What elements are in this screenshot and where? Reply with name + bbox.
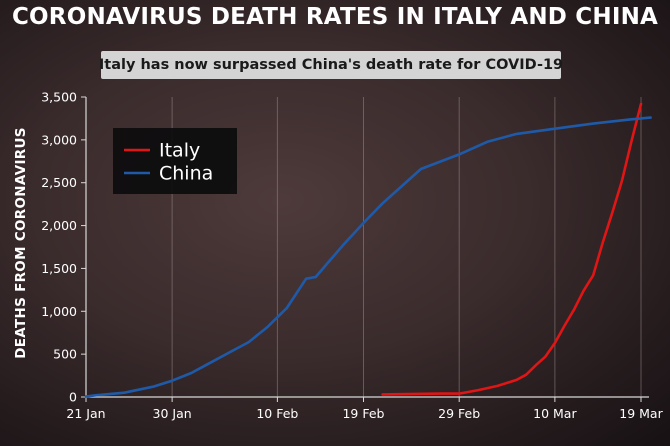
series-line-italy: [381, 102, 643, 396]
axes: [81, 96, 649, 402]
series-lines: [84, 102, 652, 398]
y-tick-label: 3,000: [41, 132, 77, 147]
series-line-china: [84, 116, 652, 398]
chart-subtitle: Italy has now surpassed China's death ra…: [98, 57, 564, 73]
x-tick-label: 19 Feb: [342, 406, 384, 421]
legend-label-italy: Italy: [159, 140, 200, 162]
y-tick-label: 500: [53, 347, 77, 362]
x-tick-label: 29 Feb: [438, 406, 480, 421]
gridlines: [171, 97, 642, 397]
chart-title: CORONAVIRUS DEATH RATES IN ITALY AND CHI…: [11, 4, 659, 30]
x-tick-labels: 21 Jan 30 Jan 10 Feb 19 Feb 29 Feb 10 Mar 19 M…: [66, 406, 663, 421]
legend-label-china: China: [159, 163, 213, 185]
x-tick-label: 21 Jan: [66, 406, 105, 421]
y-tick-label: 1,500: [41, 261, 77, 276]
y-tick-label: 1,000: [41, 304, 77, 319]
subtitle-box: Italy has now surpassed China's death ra…: [98, 51, 564, 79]
x-tick-label: 30 Jan: [153, 406, 192, 421]
x-tick-label: 19 Mar: [619, 406, 663, 421]
y-tick-labels: 0 500 1,000 1,500 2,000 2,500 3,000 3,500: [41, 90, 77, 405]
y-tick-label: 2,500: [41, 175, 77, 190]
y-tick-label: 3,500: [41, 90, 77, 105]
x-tick-label: 10 Feb: [256, 406, 298, 421]
x-tick-label: 10 Mar: [533, 406, 577, 421]
y-tick-label: 2,000: [41, 218, 77, 233]
legend-box: [113, 128, 237, 194]
y-tick-label: 0: [69, 390, 77, 405]
